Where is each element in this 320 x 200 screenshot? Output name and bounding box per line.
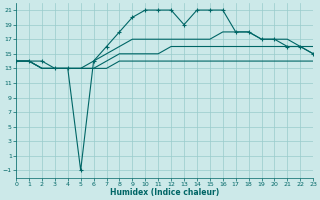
X-axis label: Humidex (Indice chaleur): Humidex (Indice chaleur): [110, 188, 219, 197]
